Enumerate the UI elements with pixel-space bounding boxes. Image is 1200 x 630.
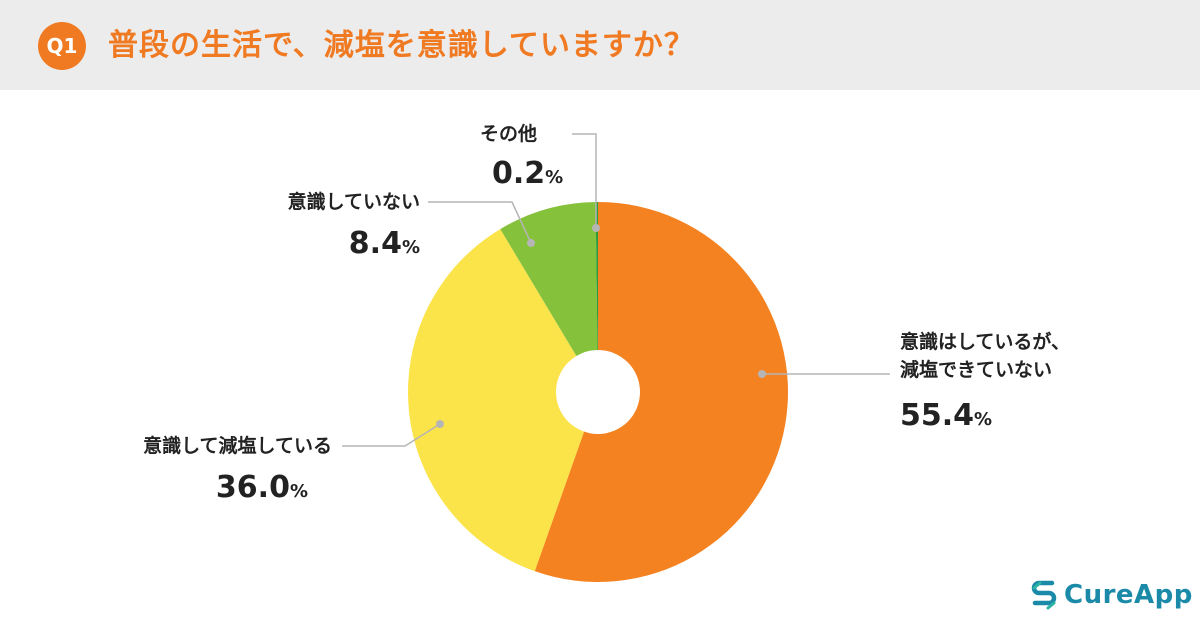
label-not-conscious-name: 意識していない (287, 191, 420, 213)
leader-line-not-conscious (428, 201, 532, 244)
label-conscious-not-reducing-value: 55.4 (900, 398, 975, 433)
slice-conscious-not-reducing (534, 202, 788, 582)
leader-line-reducing (342, 423, 441, 447)
leader-dot-conscious-not-reducing (758, 370, 766, 378)
slice-reducing (408, 229, 598, 572)
leader-dot-other (592, 224, 600, 232)
label-not-conscious-unit: % (401, 237, 420, 258)
label-other-name: その他 (480, 123, 538, 145)
cureapp-logo-icon (1031, 580, 1057, 610)
slice-other (595, 202, 598, 392)
label-reducing-value: 36.0 (215, 470, 290, 505)
label-reducing-unit: % (289, 481, 308, 502)
leader-line-other (572, 133, 597, 228)
slice-not-conscious (500, 202, 598, 392)
label-reducing-value-wrap: 36.0% (190, 470, 308, 510)
label-conscious-not-reducing-line1: 意識はしているが、 (900, 331, 1071, 353)
header-bar: Q1 普段の生活で、減塩を意識していますか？ (0, 0, 1200, 90)
label-other: その他 (480, 120, 537, 148)
label-other-value: 0.2 (492, 156, 546, 191)
leader-dot-not-conscious (527, 239, 535, 247)
label-not-conscious-value: 8.4 (348, 226, 402, 261)
donut-hole (556, 350, 640, 434)
label-other-unit: % (545, 167, 564, 188)
label-not-conscious-value-wrap: 8.4% (300, 226, 420, 266)
label-conscious-not-reducing: 意識はしているが、 減塩できていない (900, 328, 1070, 384)
label-not-conscious: 意識していない (240, 188, 420, 216)
label-reducing: 意識して減塩している (60, 432, 332, 460)
leader-dot-reducing (436, 420, 444, 428)
cureapp-logo-text: CureApp (1064, 580, 1193, 610)
cureapp-logo: CureApp (1030, 578, 1193, 612)
question-number-badge: Q1 (38, 22, 86, 70)
label-other-value-wrap: 0.2% (492, 156, 563, 196)
label-conscious-not-reducing-line2: 減塩できていない (900, 359, 1053, 381)
label-reducing-name: 意識して減塩している (143, 435, 332, 457)
label-conscious-not-reducing-value-wrap: 55.4% (900, 398, 992, 438)
label-conscious-not-reducing-unit: % (974, 409, 993, 430)
question-title: 普段の生活で、減塩を意識していますか？ (108, 28, 695, 63)
